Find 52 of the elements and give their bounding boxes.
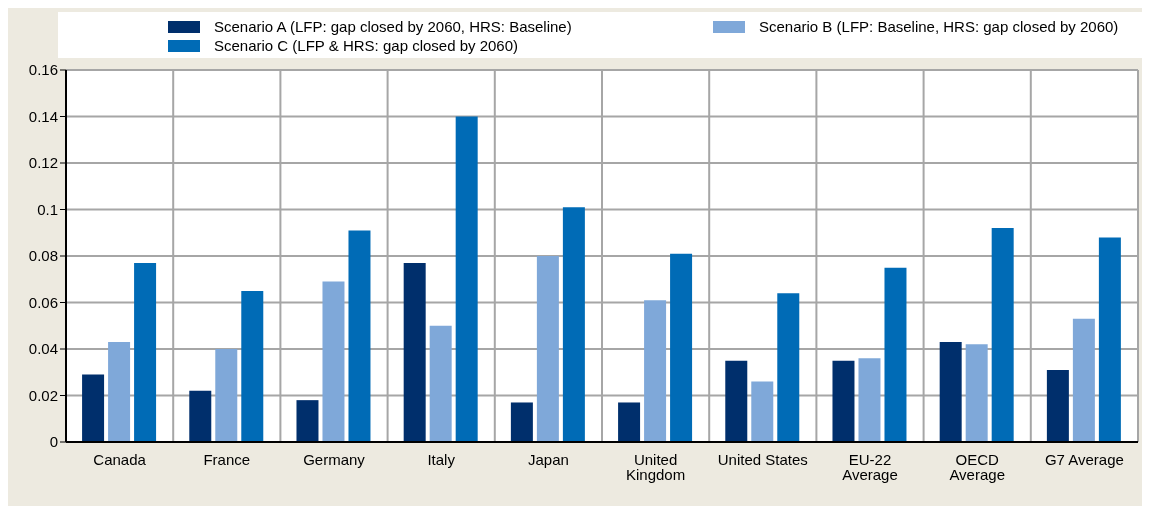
bar <box>82 374 105 442</box>
bar <box>322 281 345 442</box>
bar <box>1046 369 1069 442</box>
y-tick-label: 0.12 <box>28 154 58 172</box>
y-tick-label: 0.16 <box>28 61 58 79</box>
bar <box>751 381 774 442</box>
y-tick-label: 0.06 <box>28 293 58 311</box>
y-tick-label: 0.1 <box>37 200 58 218</box>
y-tick-label: 0.04 <box>28 340 58 358</box>
bar <box>670 253 693 442</box>
bar <box>725 360 748 442</box>
legend-label: Scenario A (LFP: gap closed by 2060, HRS: Baseline) <box>214 18 572 35</box>
x-tick-label: OECD Average <box>949 450 1005 483</box>
x-tick-label: EU-22 Average <box>842 450 898 483</box>
x-tick-label: United States <box>717 450 808 468</box>
x-tick-label: G7 Average <box>1044 450 1124 468</box>
bar <box>939 342 962 442</box>
y-tick-label: 0.14 <box>28 107 58 125</box>
x-tick-label: France <box>203 450 251 468</box>
bar <box>618 402 641 442</box>
y-tick-label: 0.08 <box>28 247 58 265</box>
bar <box>965 344 988 442</box>
y-tick-label: 0.02 <box>28 386 58 404</box>
bar <box>348 230 371 442</box>
x-tick-label: Italy <box>427 450 456 468</box>
x-tick-label: Canada <box>93 450 147 468</box>
bar <box>884 267 907 442</box>
x-tick-label: Japan <box>527 450 569 468</box>
bar <box>134 262 157 442</box>
bar <box>429 325 452 442</box>
bar <box>455 116 478 442</box>
x-tick-label: Germany <box>303 450 366 468</box>
bar <box>832 360 855 442</box>
bar <box>562 207 585 442</box>
x-tick-label: United Kingdom <box>626 450 686 483</box>
bar <box>189 390 212 442</box>
bar <box>777 293 800 442</box>
bar <box>403 262 426 442</box>
bar <box>510 402 533 442</box>
bar <box>296 400 319 442</box>
legend-label: Scenario C (LFP & HRS: gap closed by 2060) <box>214 37 519 54</box>
y-tick-label: 0 <box>49 433 58 451</box>
bar <box>1098 237 1121 442</box>
bar <box>858 358 881 442</box>
bar <box>215 349 238 442</box>
bar <box>241 290 264 442</box>
legend-label: Scenario B (LFP: Baseline, HRS: gap closed by 2060) <box>759 18 1119 35</box>
bar <box>536 256 559 442</box>
bar <box>1072 318 1095 442</box>
bar <box>991 228 1014 442</box>
bar <box>644 300 667 442</box>
bar <box>108 342 131 442</box>
